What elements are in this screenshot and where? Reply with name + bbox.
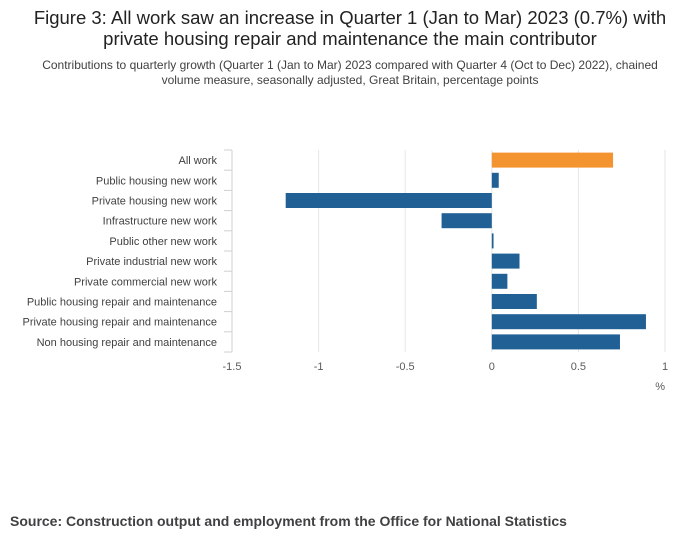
x-tick-label-3: 0 xyxy=(489,361,495,373)
bars xyxy=(285,152,646,350)
bar-2 xyxy=(285,193,492,208)
bar-5 xyxy=(491,253,520,269)
x-axis-tick-labels: -1.5 -1 -0.5 0 0.5 1 xyxy=(223,361,669,373)
category-labels: All work Public housing new work Private h… xyxy=(23,155,218,349)
x-tick-label-2: -0.5 xyxy=(396,361,415,373)
y-axis xyxy=(224,149,233,353)
category-label-0: All work xyxy=(178,155,217,167)
source-note: Source: Construction output and employme… xyxy=(10,513,567,529)
x-tick-label-5: 1 xyxy=(662,361,668,373)
x-axis-label: % xyxy=(655,381,665,393)
bar-1 xyxy=(491,172,499,188)
chart-title: Figure 3: All work saw an increase in Qu… xyxy=(33,7,667,49)
bar-7 xyxy=(491,294,537,309)
category-label-9: Non housing repair and maintenance xyxy=(37,337,217,349)
category-label-3: Infrastructure new work xyxy=(103,216,218,228)
category-label-7: Public housing repair and maintenance xyxy=(27,297,217,309)
bar-8 xyxy=(491,314,646,330)
bar-4 xyxy=(491,233,494,249)
category-label-2: Private housing new work xyxy=(92,196,218,208)
category-label-6: Private commercial new work xyxy=(74,276,218,288)
chart-subtitle: Contributions to quarterly growth (Quart… xyxy=(42,58,658,87)
bar-6 xyxy=(491,273,508,289)
category-label-8: Private housing repair and maintenance xyxy=(23,317,217,329)
x-tick-label-1: -1 xyxy=(314,361,324,373)
x-tick-label-0: -1.5 xyxy=(223,361,242,373)
bar-0 xyxy=(491,152,614,168)
bar-9 xyxy=(491,334,620,350)
x-tick-label-4: 0.5 xyxy=(571,361,586,373)
category-label-1: Public housing new work xyxy=(96,175,218,187)
category-label-5: Private industrial new work xyxy=(86,256,217,268)
category-label-4: Public other new work xyxy=(109,236,217,248)
bar-3 xyxy=(441,213,492,229)
